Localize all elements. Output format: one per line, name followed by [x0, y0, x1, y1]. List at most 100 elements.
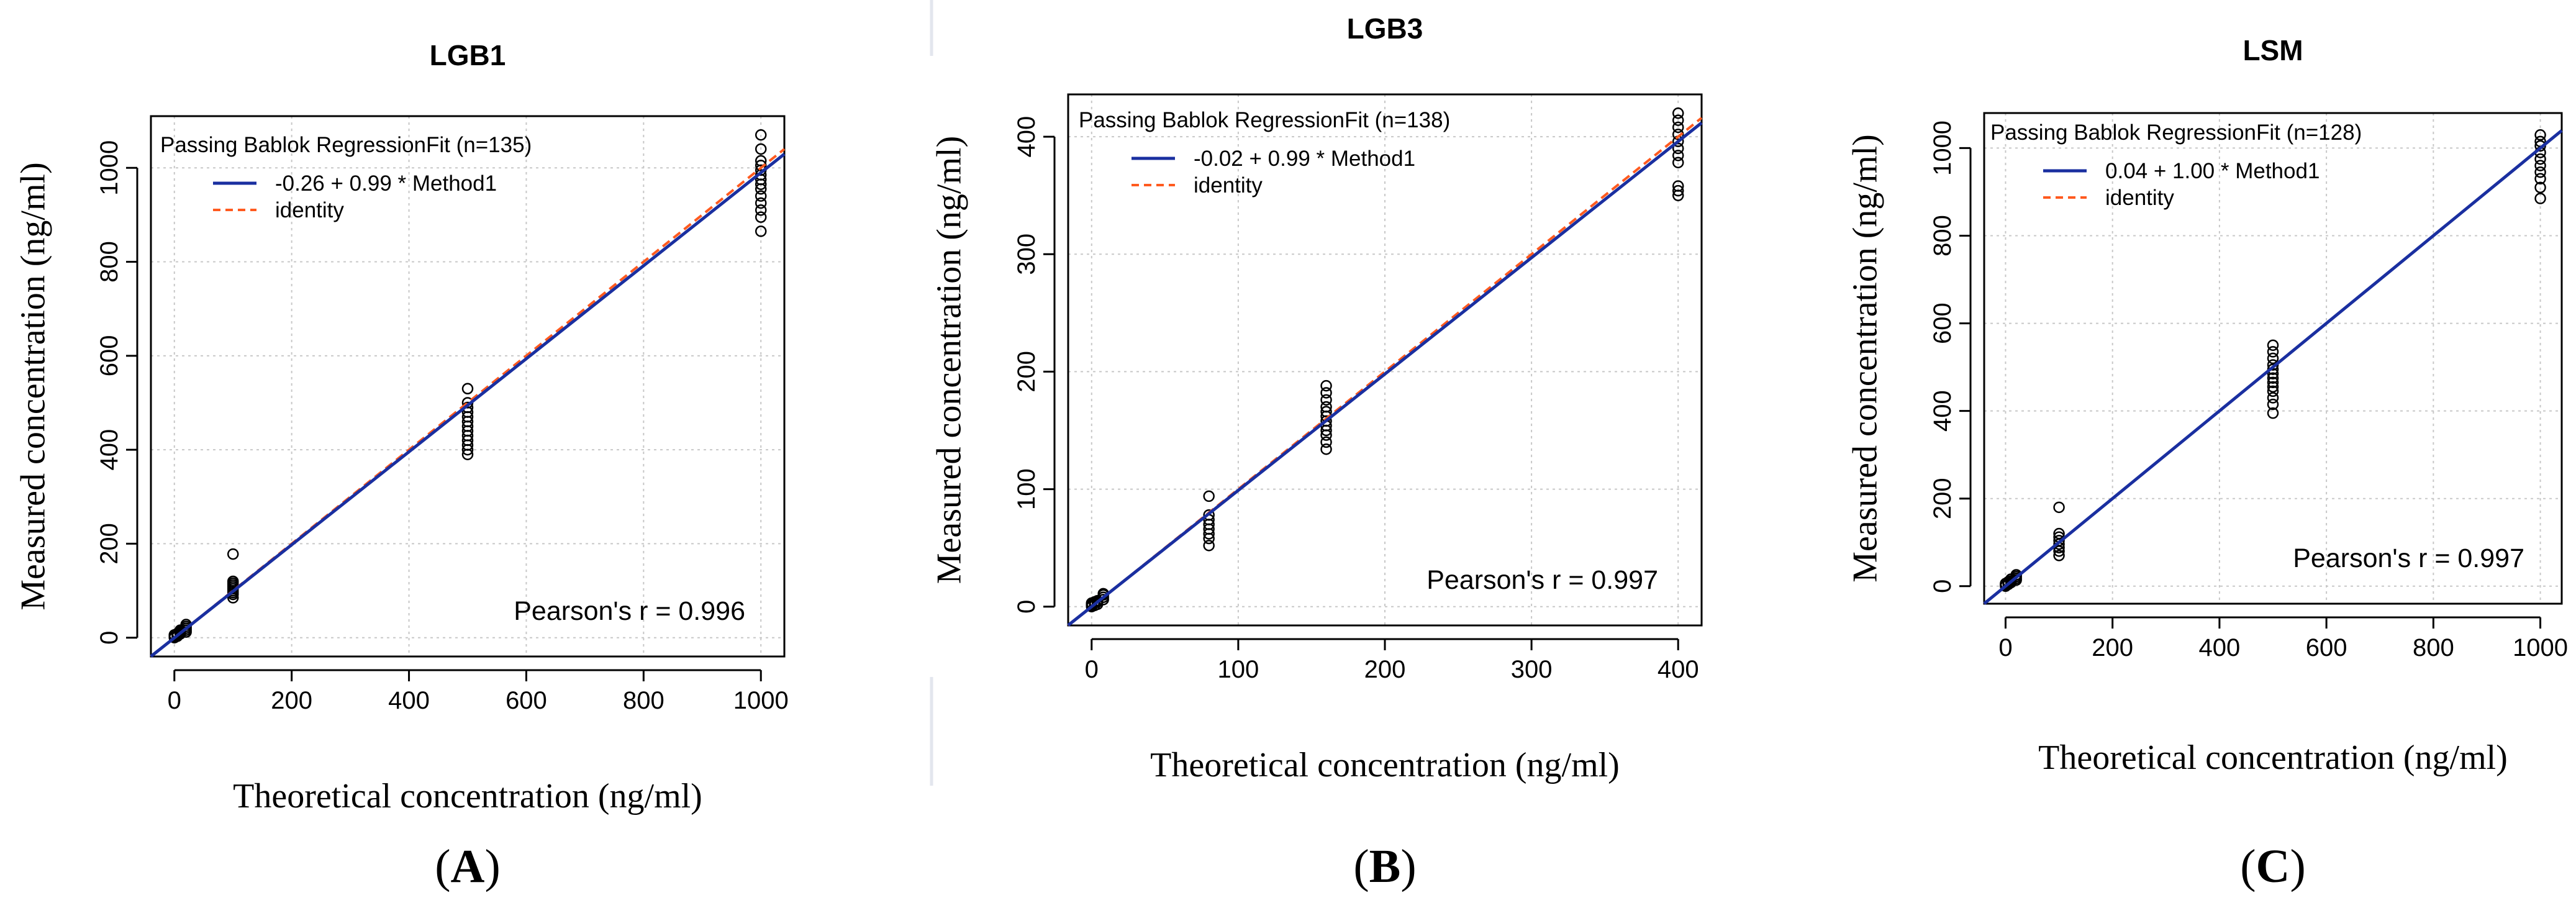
pearson-annotation: Pearson's r = 0.997	[2293, 543, 2524, 573]
data-point	[1320, 436, 1332, 448]
identity-line	[1067, 117, 1703, 627]
panel-letter: A	[451, 840, 485, 893]
y-axis-ticks: 0 200 400 600 800 1000	[96, 140, 138, 645]
regression-fit-line	[1983, 129, 2563, 605]
x-tick-label: 1000	[2513, 634, 2568, 661]
y-tick-label: 800	[96, 241, 123, 283]
plot-frame	[1983, 112, 2563, 605]
data-point	[227, 575, 239, 588]
data-point	[1672, 121, 1684, 134]
data-point	[2267, 376, 2279, 389]
data-point	[755, 225, 767, 237]
panel-letter: C	[2256, 840, 2290, 893]
y-tick-label: 400	[1929, 390, 1956, 432]
data-point	[755, 211, 767, 223]
x-tick-label: 200	[1364, 656, 1406, 683]
data-point	[1203, 490, 1215, 502]
data-point	[755, 160, 767, 171]
x-tick-label: 400	[2199, 634, 2241, 661]
y-tick-label: 600	[96, 335, 123, 376]
data-point	[2267, 372, 2279, 384]
x-tick-label: 400	[388, 687, 430, 714]
x-axis-ticks: 0 100 200 300 400	[1085, 638, 1699, 683]
legend-title: Passing Bablok RegressionFit (n=135)	[160, 133, 532, 157]
data-point	[1672, 142, 1684, 155]
y-tick-label: 0	[1929, 579, 1956, 593]
grid-lines	[151, 116, 784, 656]
data-point	[1203, 540, 1215, 552]
x-tick-label: 800	[2413, 634, 2454, 661]
y-tick-label: 800	[1929, 215, 1956, 257]
legend-fit-label: -0.02 + 0.99 * Method1	[1194, 147, 1415, 171]
regression-fit-line	[150, 153, 786, 658]
legend-identity-label: identity	[1194, 173, 1263, 198]
x-axis-ticks: 0 200 400 600 800 1000	[168, 669, 789, 714]
data-point	[2053, 527, 2065, 540]
data-point	[1320, 394, 1332, 406]
data-point	[461, 383, 474, 395]
data-point	[2053, 550, 2065, 561]
legend-identity-label: identity	[275, 198, 344, 222]
panel-label: (B)	[1353, 840, 1416, 893]
data-point	[1320, 406, 1332, 417]
x-tick-label: 600	[506, 687, 547, 714]
y-tick-label: 400	[96, 429, 123, 471]
y-tick-label: 300	[1013, 234, 1040, 275]
data-point	[2534, 181, 2546, 194]
data-point	[755, 129, 767, 141]
legend-title: Passing Bablok RegressionFit (n=128)	[1990, 120, 2362, 145]
y-tick-label: 0	[1013, 600, 1040, 614]
data-point	[1672, 150, 1684, 161]
plot-frame	[150, 115, 786, 658]
x-axis-label: Theoretical concentration (ng/ml)	[233, 777, 702, 815]
data-point	[1672, 129, 1684, 140]
chart-title: LGB3	[1347, 12, 1423, 45]
x-axis-label: Theoretical concentration (ng/ml)	[2038, 738, 2508, 777]
data-point	[2534, 153, 2546, 165]
regression-fit-line	[1067, 121, 1703, 627]
data-point	[2053, 501, 2065, 514]
chart-panel-b: 0 100 200 300 400 0 100 200 300 400 LGB3 Theoret…	[930, 12, 1703, 893]
data-point	[2267, 398, 2279, 411]
x-tick-label: 200	[2092, 634, 2133, 661]
data-point	[755, 204, 767, 216]
data-point	[2053, 535, 2065, 547]
y-tick-label: 600	[1929, 302, 1956, 344]
panel-label: (A)	[435, 840, 501, 893]
x-tick-label: 200	[271, 687, 312, 714]
data-point	[2534, 166, 2546, 178]
pearson-annotation: Pearson's r = 0.996	[514, 596, 745, 626]
panel-letter: B	[1369, 840, 1401, 893]
grid-lines	[1984, 113, 2562, 604]
data-point	[2267, 381, 2279, 393]
x-tick-label: 0	[168, 687, 181, 714]
y-tick-label: 200	[1013, 351, 1040, 393]
x-tick-label: 800	[623, 687, 664, 714]
data-point	[1672, 157, 1684, 168]
data-point	[227, 548, 239, 560]
data-point	[1320, 401, 1332, 413]
x-tick-label: 600	[2306, 634, 2347, 661]
data-point	[755, 155, 767, 167]
y-tick-label: 1000	[96, 140, 123, 196]
legend-title: Passing Bablok RegressionFit (n=138)	[1079, 108, 1450, 132]
data-point	[2267, 352, 2279, 365]
pearson-annotation: Pearson's r = 0.997	[1426, 565, 1658, 595]
y-tick-label: 200	[96, 523, 123, 565]
x-axis-ticks: 0 200 400 600 800 1000	[1998, 616, 2568, 661]
data-point	[2267, 392, 2279, 404]
data-points	[168, 129, 767, 643]
data-point	[1320, 379, 1332, 392]
data-point	[1672, 107, 1684, 119]
x-tick-label: 100	[1218, 656, 1259, 683]
y-axis-label: Measured concentration (ng/ml)	[1846, 134, 1885, 583]
chart-panel-a: 0 200 400 600 800 1000 0 200 400 600 800 1000 LGB1…	[14, 39, 789, 893]
y-tick-label: 400	[1013, 116, 1040, 158]
x-tick-label: 1000	[733, 687, 789, 714]
y-axis-label: Measured concentration (ng/ml)	[930, 136, 969, 584]
x-axis-label: Theoretical concentration (ng/ml)	[1150, 746, 1620, 784]
data-point	[1320, 443, 1332, 455]
legend-fit-label: 0.04 + 1.00 * Method1	[2105, 159, 2320, 183]
data-point	[2267, 339, 2279, 352]
